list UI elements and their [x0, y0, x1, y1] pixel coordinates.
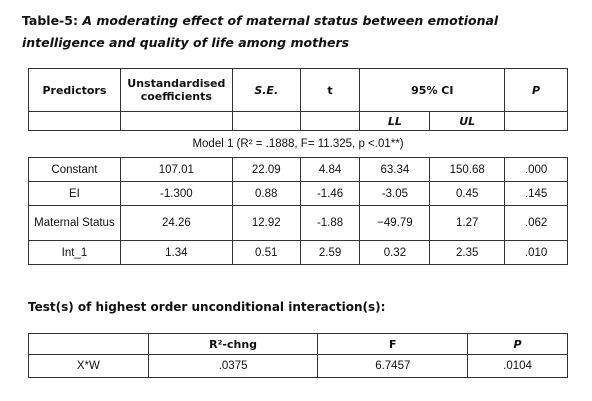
- table-cell: .145: [504, 181, 568, 206]
- table-cell: 1.27: [429, 205, 506, 241]
- table-cell: Constant: [28, 157, 121, 182]
- table-cell: 6.7457: [317, 354, 469, 378]
- table-cell: 24.26: [119, 205, 233, 241]
- table-cell: 0.32: [359, 240, 431, 265]
- table-cell: 2.59: [299, 240, 361, 265]
- title-caption: A moderating effect of maternal status b…: [22, 13, 499, 50]
- model-summary: Model 1 (R² = .1888, F= 11.325, p <.01**…: [28, 130, 568, 158]
- table-cell: Int_1: [28, 240, 121, 265]
- header-cell: Predictors: [28, 68, 121, 112]
- header-cell: P: [467, 333, 568, 355]
- table-cell: 2.35: [429, 240, 506, 265]
- subheader-cell: UL: [429, 111, 506, 131]
- table-cell: −49.79: [359, 205, 431, 241]
- header-cell: t: [299, 68, 361, 112]
- header-cell: S.E.: [231, 68, 301, 112]
- table-cell: 0.51: [231, 240, 301, 265]
- table-cell: .0104: [467, 354, 568, 378]
- table-cell: -3.05: [359, 181, 431, 206]
- table-cell: -1.300: [119, 181, 233, 206]
- table-cell: 107.01: [119, 157, 233, 182]
- title-label: Table-5:: [22, 13, 78, 28]
- table-cell: 1.34: [119, 240, 233, 265]
- table-row: Constant 107.01 22.09 4.84 63.34 150.68.000: [28, 157, 568, 182]
- table-cell: Maternal Status: [28, 205, 121, 241]
- header-cell: R²-chng: [147, 333, 319, 355]
- table-cell: 4.84: [299, 157, 361, 182]
- test-heading: Test(s) of highest order unconditional i…: [28, 300, 386, 314]
- table-cell: 22.09: [231, 157, 301, 182]
- header-cell: P: [504, 68, 568, 112]
- table-cell: 0.88: [231, 181, 301, 206]
- table-cell: 0.45: [429, 181, 506, 206]
- header-cell: Unstandardised coefficients: [119, 68, 233, 112]
- table-cell: -1.46: [299, 181, 361, 206]
- table-cell: 150.68: [429, 157, 506, 182]
- table-cell: .062: [504, 205, 568, 241]
- table-row: EI -1.300 0.88 -1.46 -3.05 0.45.145: [28, 181, 568, 206]
- test-table: R²-chng F P X*W .0375 6.7457.0104: [28, 333, 568, 378]
- header-cell: 95% CI: [359, 68, 506, 112]
- table-cell: 63.34: [359, 157, 431, 182]
- table-cell: -1.88: [299, 205, 361, 241]
- table-cell: .000: [504, 157, 568, 182]
- table-cell: .0375: [147, 354, 319, 378]
- table-title: Table-5: A moderating effect of maternal…: [22, 10, 582, 54]
- table-cell: EI: [28, 181, 121, 206]
- table-cell: .010: [504, 240, 568, 265]
- table-row: X*W .0375 6.7457.0104: [28, 354, 568, 378]
- table-cell: 12.92: [231, 205, 301, 241]
- subheader-cell: LL: [359, 111, 431, 131]
- table-row: Maternal Status 24.26 12.92 -1.88 −49.79 1.27…: [28, 205, 568, 241]
- table-cell: X*W: [28, 354, 149, 378]
- header-cell: F: [317, 333, 469, 355]
- results-table: Predictors Unstandardised coefficients S…: [28, 68, 568, 265]
- table-row: Int_1 1.34 0.51 2.59 0.32 2.35.010: [28, 240, 568, 265]
